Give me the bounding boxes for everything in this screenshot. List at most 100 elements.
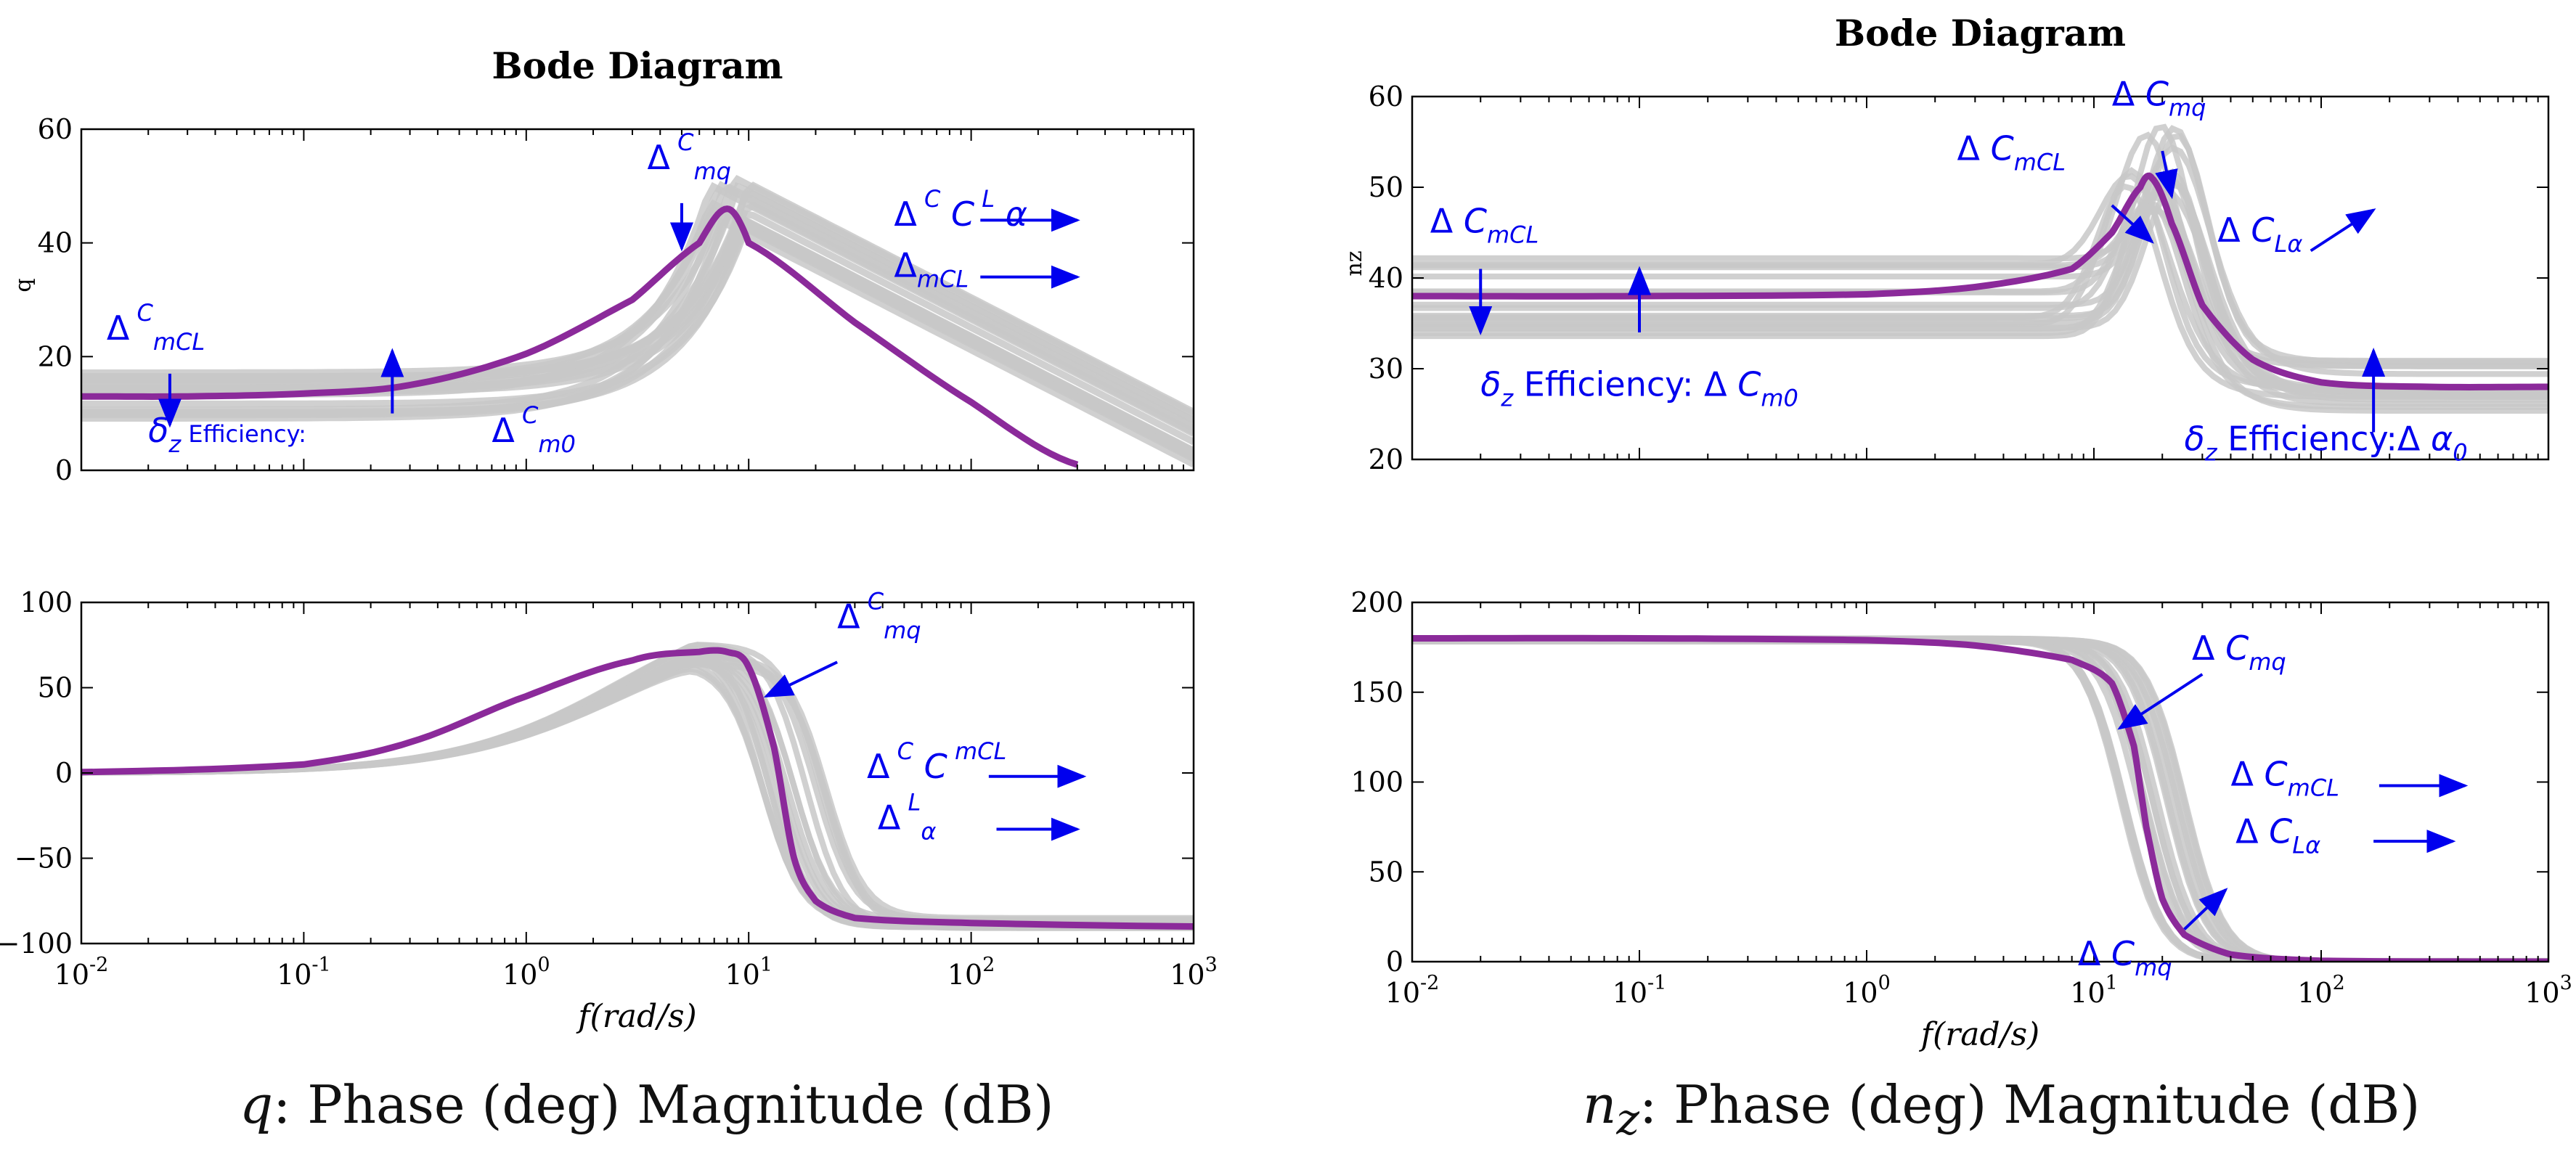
caption-right-text: : Phase (deg) Magnitude (dB) — [1639, 1074, 2421, 1135]
left-phase-dispersion — [81, 642, 1194, 931]
annotation-rdcmcl-left: Δ CmCL — [1430, 202, 1538, 335]
annotation-label: Δ Cmq — [837, 587, 921, 644]
dispersion-curve — [1412, 168, 2548, 392]
annotation-arrow — [2111, 204, 2154, 244]
annotation-dcmcl2: Δ C C mCL — [867, 737, 1087, 788]
right-phase-panel: 10-2 10-1 100 101 102 103f(rad/s)050100150200… — [1350, 586, 2572, 1053]
x-tick-label: 101 — [725, 954, 773, 991]
annotation-label: Δ CmCL — [1957, 129, 2066, 176]
annotation-dcmq: Δ Cmq — [648, 128, 731, 252]
y-tick-label: 200 — [1350, 586, 1403, 618]
dispersion-curve — [1412, 637, 2548, 962]
dispersion-curve — [81, 174, 1194, 417]
dispersion-curve — [81, 221, 1194, 461]
x-tick-label: 100 — [502, 954, 550, 991]
annotation-label: Δ CLα — [2217, 210, 2302, 258]
y-tick-label: 100 — [20, 586, 73, 618]
dispersion-curve — [1412, 635, 2548, 962]
dispersion-curve — [1412, 636, 2548, 962]
annotation-arrow — [2310, 208, 2376, 253]
x-tick-label: 103 — [2524, 972, 2572, 1009]
dispersion-curve — [81, 660, 1194, 928]
x-tick-label: 100 — [1843, 972, 1891, 1009]
left-magnitude-ylabel: q — [11, 278, 36, 292]
right-magnitude-nominal-line — [1412, 172, 2548, 391]
y-tick-label: 30 — [1369, 353, 1403, 385]
x-tick-label: 10-1 — [1613, 972, 1667, 1009]
dispersion-curve — [1412, 638, 2548, 962]
annotation-rdcmcl2: Δ CmCL — [2230, 754, 2469, 801]
y-tick-label: 50 — [1369, 856, 1403, 888]
annotation-rdz2: δz Efficiency:Δ α0 — [2185, 348, 2468, 467]
dispersion-curve — [1412, 636, 2548, 962]
dispersion-curve — [1412, 635, 2548, 962]
dispersion-curve — [1412, 200, 2548, 410]
dispersion-curve — [1412, 636, 2548, 962]
annotation-dcmcl-left: Δ CmCL — [107, 299, 205, 428]
dispersion-curve — [81, 653, 1194, 921]
annotation-label: Δ C C mCL — [867, 737, 1006, 786]
dispersion-curve — [81, 655, 1194, 930]
dispersion-curve — [1412, 637, 2548, 962]
caption-right-symbol: n — [1583, 1074, 1617, 1135]
annotation-label: Δ Cmq — [2192, 629, 2286, 676]
left-magnitude-nominal-line — [81, 205, 1079, 468]
dispersion-curve — [81, 202, 1194, 435]
right-phase-nominal-line — [1412, 634, 2548, 962]
annotation-arrow — [2117, 673, 2204, 730]
dispersion-curve — [1412, 638, 2548, 962]
x-tick-label: 10-1 — [277, 954, 331, 991]
annotation-dcmq2: Δ Cmq — [763, 587, 921, 698]
annotation-rdcmq2: Δ Cmq — [2117, 629, 2286, 730]
annotation-rdcmcl: Δ CmCL — [1957, 129, 2154, 244]
dispersion-curve — [81, 661, 1194, 929]
dispersion-curve — [1412, 637, 2548, 962]
dispersion-curve — [1412, 205, 2548, 414]
dispersion-curve — [1412, 133, 2548, 369]
y-tick-label: 150 — [1350, 676, 1403, 708]
annotation-dcmcl: ΔmCL — [894, 246, 1080, 293]
dispersion-curve — [81, 655, 1194, 926]
annotation-dcla: Δ C C L α — [894, 185, 1080, 234]
y-tick-label: 60 — [38, 113, 73, 145]
dispersion-curve — [81, 652, 1194, 926]
y-tick-label: 40 — [1369, 262, 1403, 294]
caption-right: nz: Phase (deg) Magnitude (dB) — [1583, 1074, 2420, 1145]
y-tick-label: 0 — [55, 757, 73, 789]
dispersion-curve — [81, 657, 1194, 931]
y-tick-label: 60 — [1369, 81, 1403, 112]
y-tick-label: 50 — [38, 672, 73, 704]
dispersion-curve — [81, 657, 1194, 930]
y-tick-label: 100 — [1350, 766, 1403, 798]
x-tick-label: 102 — [2297, 972, 2345, 1009]
left-phase-panel: 10-2 10-1 100 101 102 103f(rad/s)−100−5005010… — [0, 586, 1218, 1035]
caption-left-symbol: q — [240, 1074, 274, 1135]
dispersion-curve — [81, 666, 1194, 922]
right-magnitude-title: Bode Diagram — [1835, 12, 2126, 54]
y-tick-label: 20 — [38, 340, 73, 372]
annotation-label: Δ C C L α — [894, 185, 1027, 234]
y-tick-label: 0 — [1386, 946, 1403, 978]
dispersion-curve — [1412, 123, 2548, 364]
right-phase-dispersion — [1412, 635, 2548, 962]
annotation-label: Δ CLα — [2235, 812, 2320, 859]
annotation-rdcla2: Δ CLα — [2235, 812, 2456, 859]
annotation-label: Δ CmCL — [2230, 754, 2339, 801]
left-phase-nominal-line — [81, 647, 1194, 930]
annotation-arrow — [2155, 150, 2178, 200]
y-tick-label: 20 — [1369, 443, 1403, 475]
annotation-rdcmq: Δ Cmq — [2112, 75, 2206, 200]
annotation-rdcla: Δ CLα — [2217, 208, 2376, 258]
annotation-label: Δ Cmq — [648, 128, 731, 185]
x-tick-label: 103 — [1170, 954, 1218, 991]
dispersion-curve — [81, 668, 1194, 923]
left-magnitude-title: Bode Diagram — [492, 44, 783, 87]
dispersion-curve — [1412, 635, 2548, 962]
annotation-dcm0: Δ Cm0 — [492, 401, 576, 458]
y-tick-label: 50 — [1369, 171, 1403, 203]
annotation-label: δz Efficiency: — [148, 411, 306, 458]
dispersion-curve — [1412, 637, 2548, 962]
annotation-label: ΔmCL — [894, 246, 969, 293]
dispersion-curve — [1412, 637, 2548, 962]
dispersion-curve — [81, 660, 1194, 923]
